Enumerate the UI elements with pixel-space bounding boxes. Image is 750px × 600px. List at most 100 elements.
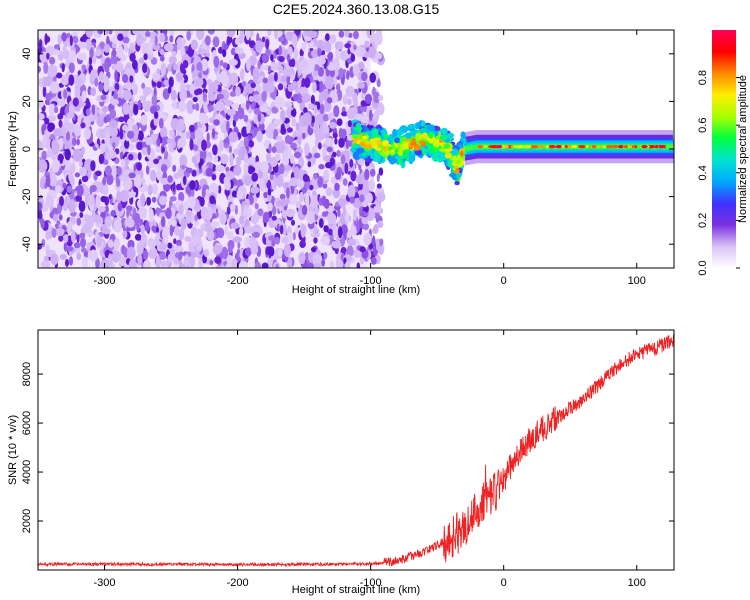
noise-blob: [243, 136, 249, 148]
noise-blob: [180, 217, 187, 231]
noise-blob: [38, 66, 41, 73]
noise-blob: [163, 34, 168, 43]
noise-blob: [111, 164, 118, 179]
noise-blob: [280, 109, 286, 123]
noise-blob: [177, 137, 187, 148]
carrier-hotspot: [601, 145, 607, 149]
noise-blob: [63, 122, 73, 130]
spectrogram-y-ticks: -40 -20 0 20 40: [21, 48, 674, 252]
noise-blob: [226, 30, 236, 38]
noise-blob: [297, 177, 305, 189]
noise-blob: [280, 75, 288, 82]
noise-blob: [210, 221, 220, 228]
noise-blob: [344, 212, 350, 223]
noise-blob: [54, 44, 60, 50]
noise-blob: [123, 247, 129, 259]
noise-blob: [378, 94, 384, 102]
noise-blob: [213, 155, 219, 163]
noise-blob: [45, 175, 51, 187]
noise-blob: [154, 35, 158, 46]
noise-blob: [123, 83, 134, 90]
noise-blob: [99, 41, 106, 50]
noise-blob: [301, 204, 308, 216]
noise-blob: [309, 184, 314, 191]
transition-blob: [408, 150, 414, 158]
noise-blob: [175, 183, 182, 191]
noise-blob: [107, 150, 117, 159]
noise-blob: [40, 218, 45, 229]
noise-blob: [133, 212, 141, 225]
noise-blob: [44, 117, 50, 125]
noise-blob: [69, 256, 73, 266]
noise-blob: [146, 196, 152, 206]
noise-blob: [85, 38, 92, 51]
noise-blob: [133, 186, 137, 193]
noise-blob: [38, 201, 43, 211]
noise-blob: [215, 164, 226, 172]
noise-blob: [38, 98, 45, 109]
noise-blob: [68, 170, 73, 182]
noise-blob: [147, 144, 151, 156]
noise-blob: [139, 57, 145, 64]
noise-blob: [160, 216, 166, 228]
carrier-hotspot: [495, 145, 503, 149]
noise-blob: [199, 196, 205, 207]
noise-blob: [256, 130, 263, 143]
noise-blob: [249, 30, 254, 38]
noise-blob: [290, 184, 295, 195]
noise-blob: [52, 65, 58, 76]
noise-blob: [303, 107, 308, 114]
noise-blob: [110, 209, 117, 217]
noise-blob: [215, 100, 225, 112]
noise-blob: [310, 75, 314, 83]
noise-blob: [179, 154, 188, 168]
noise-blob: [140, 224, 145, 235]
noise-blob: [252, 231, 260, 238]
noise-blob: [252, 94, 260, 102]
noise-blob: [66, 221, 73, 229]
noise-blob: [336, 118, 343, 126]
noise-blob: [250, 214, 259, 224]
noise-blob: [235, 156, 241, 167]
noise-blob: [246, 250, 251, 257]
noise-blob: [137, 130, 144, 141]
noise-blob: [183, 254, 190, 267]
noise-blob: [257, 208, 264, 216]
noise-blob: [73, 124, 82, 137]
noise-blob: [137, 152, 142, 161]
noise-blob: [223, 143, 229, 149]
noise-blob: [151, 183, 158, 195]
transition-core: [428, 133, 434, 139]
transition-core: [359, 141, 366, 148]
noise-blob: [111, 251, 122, 260]
snr-y-axis-label: SNR (10 * v/v): [7, 415, 19, 485]
transition-core: [410, 142, 417, 146]
noise-blob: [370, 256, 377, 265]
noise-blob: [80, 219, 85, 228]
transition-core: [401, 143, 408, 149]
noise-blob: [325, 187, 333, 196]
carrier-hotspot: [564, 145, 568, 149]
noise-blob: [142, 99, 147, 109]
noise-blob: [250, 82, 256, 89]
noise-blob: [113, 92, 118, 100]
noise-blob: [281, 236, 289, 244]
spectrogram-x-ticks: -300 -200 -100 0 100: [94, 30, 646, 287]
noise-blob: [283, 164, 292, 172]
noise-blob: [212, 144, 218, 156]
noise-blob: [267, 83, 275, 93]
noise-blob: [147, 238, 154, 248]
noise-blob: [257, 60, 261, 70]
colorbar-tick-label: 0.6: [697, 118, 709, 133]
noise-blob: [187, 196, 196, 209]
noise-blob: [363, 232, 372, 246]
transition-blob: [389, 156, 396, 165]
noise-blob: [126, 246, 136, 260]
noise-blob: [347, 120, 353, 128]
chart-title: C2E5.2024.360.13.08.G15: [273, 1, 440, 17]
noise-blob: [62, 45, 67, 59]
noise-blob: [124, 139, 130, 149]
noise-blob: [217, 185, 222, 194]
noise-blob: [227, 243, 233, 254]
noise-blob: [46, 52, 50, 60]
